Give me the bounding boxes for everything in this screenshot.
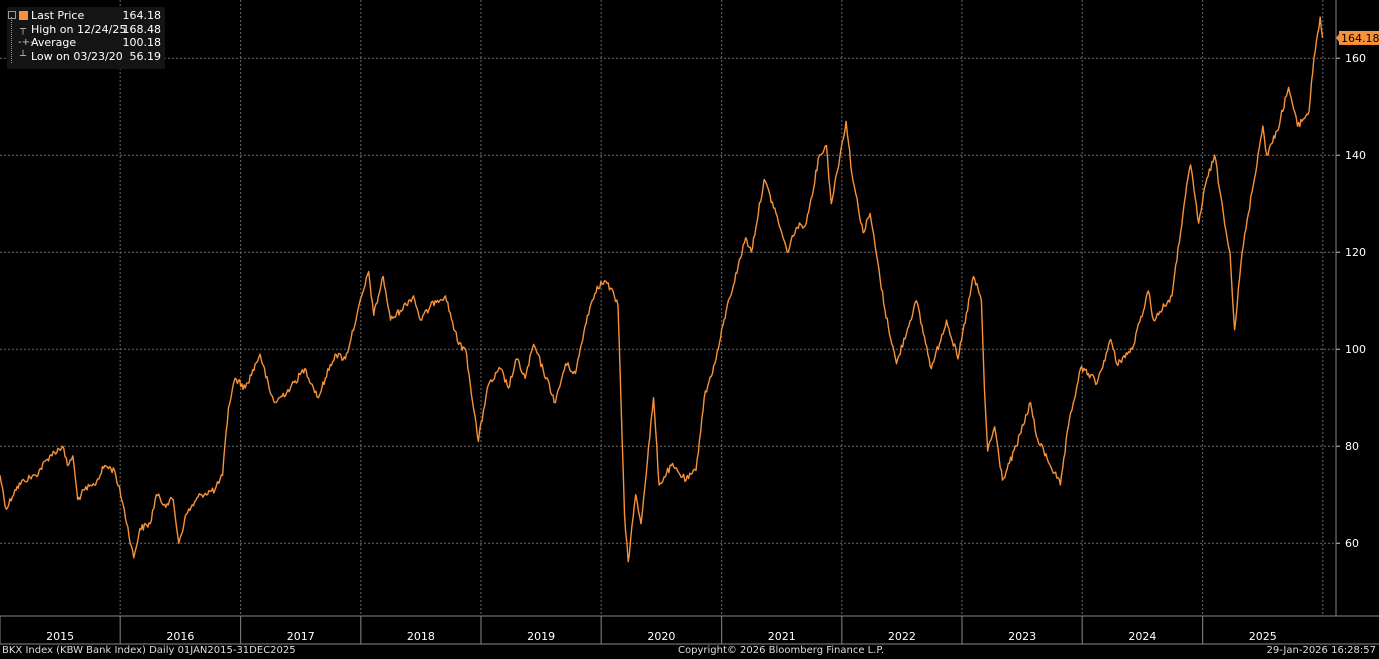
x-tick-label: 2018 <box>407 630 435 643</box>
average-marker-icon: -+- <box>18 37 34 48</box>
y-tick-label: 80 <box>1345 440 1359 453</box>
legend-item-average: -+- Average 100.18 <box>7 36 165 50</box>
y-tick-label: 60 <box>1345 537 1359 550</box>
footer-timestamp: 29-Jan-2026 16:28:57 <box>1266 645 1376 656</box>
x-tick-label: 2016 <box>166 630 194 643</box>
legend-label: High on 12/24/25 <box>31 22 127 36</box>
legend-value: 168.48 <box>122 22 162 36</box>
y-tick-label: 160 <box>1345 52 1366 65</box>
legend-label: Last Price <box>31 9 85 22</box>
legend-value: 164.18 <box>122 9 162 22</box>
x-tick-label: 2022 <box>888 630 916 643</box>
y-tick-label: 140 <box>1345 149 1366 162</box>
square-swatch-icon <box>19 11 28 20</box>
x-tick-label: 2015 <box>46 630 74 643</box>
x-tick-label: 2025 <box>1249 630 1277 643</box>
legend: Last Price 164.18 ┬ High on 12/24/25 168… <box>7 7 165 69</box>
last-price-tag-arrow <box>1336 32 1340 43</box>
low-marker-icon: ┴ <box>19 50 27 62</box>
legend-label: Low on 03/23/20 <box>31 49 123 63</box>
legend-tree-line <box>11 17 12 63</box>
footer-index-description: BKX Index (KBW Bank Index) Daily 01JAN20… <box>2 645 296 656</box>
last-price-tag-bg <box>1339 30 1379 45</box>
y-tick-label: 120 <box>1345 246 1366 259</box>
legend-item-low: ┴ Low on 03/23/20 56.19 <box>7 50 165 64</box>
x-tick-label: 2019 <box>527 630 555 643</box>
legend-item-high: ┬ High on 12/24/25 168.48 <box>7 23 165 37</box>
x-tick-label: 2023 <box>1008 630 1036 643</box>
legend-item-last-price: Last Price 164.18 <box>7 9 165 23</box>
x-tick-label: 2020 <box>647 630 675 643</box>
x-tick-label: 2021 <box>768 630 796 643</box>
x-tick-label: 2017 <box>287 630 315 643</box>
collapse-box-icon[interactable] <box>8 11 16 19</box>
legend-value: 100.18 <box>122 36 162 49</box>
price-line <box>0 16 1324 563</box>
x-tick-label: 2024 <box>1128 630 1156 643</box>
legend-value: 56.19 <box>129 49 162 63</box>
legend-label: Average <box>31 36 77 49</box>
footer-copyright: Copyright© 2026 Bloomberg Finance L.P. <box>678 645 885 656</box>
y-tick-label: 100 <box>1345 343 1366 356</box>
high-marker-icon: ┬ <box>19 23 27 35</box>
last-price-tag: 164.18 <box>1341 32 1379 45</box>
